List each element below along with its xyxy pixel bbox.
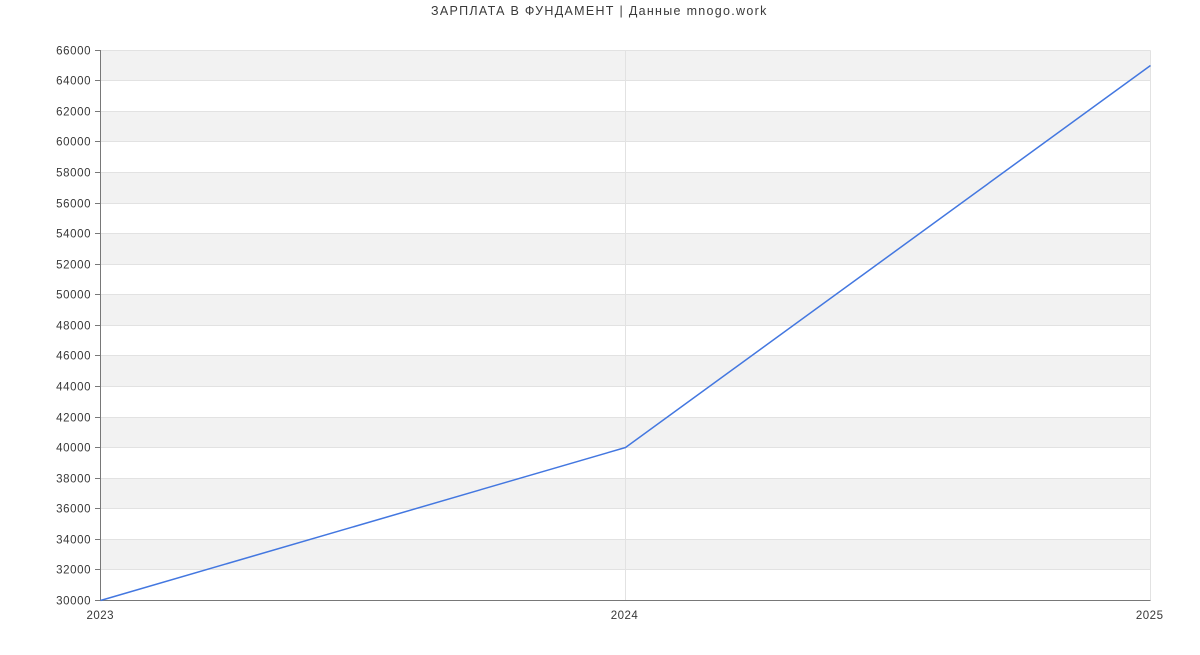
svg-text:2023: 2023: [87, 610, 115, 622]
svg-text:54000: 54000: [56, 229, 91, 241]
svg-text:38000: 38000: [56, 474, 91, 486]
svg-text:36000: 36000: [56, 504, 91, 516]
svg-text:30000: 30000: [56, 596, 91, 608]
svg-text:64000: 64000: [56, 76, 91, 88]
svg-text:56000: 56000: [56, 199, 91, 211]
svg-text:2024: 2024: [611, 610, 639, 622]
svg-text:60000: 60000: [56, 137, 91, 149]
svg-text:52000: 52000: [56, 260, 91, 272]
svg-text:ЗАРПЛАТА В ФУНДАМЕНТ | Данные: ЗАРПЛАТА В ФУНДАМЕНТ | Данные mnogo.work: [431, 4, 768, 18]
svg-text:34000: 34000: [56, 535, 91, 547]
svg-text:58000: 58000: [56, 168, 91, 180]
svg-text:48000: 48000: [56, 321, 91, 333]
svg-text:62000: 62000: [56, 107, 91, 119]
svg-text:42000: 42000: [56, 413, 91, 425]
svg-text:66000: 66000: [56, 46, 91, 58]
svg-text:32000: 32000: [56, 565, 91, 577]
svg-text:40000: 40000: [56, 443, 91, 455]
svg-text:46000: 46000: [56, 351, 91, 363]
svg-text:44000: 44000: [56, 382, 91, 394]
svg-text:2025: 2025: [1136, 610, 1164, 622]
svg-text:50000: 50000: [56, 290, 91, 302]
